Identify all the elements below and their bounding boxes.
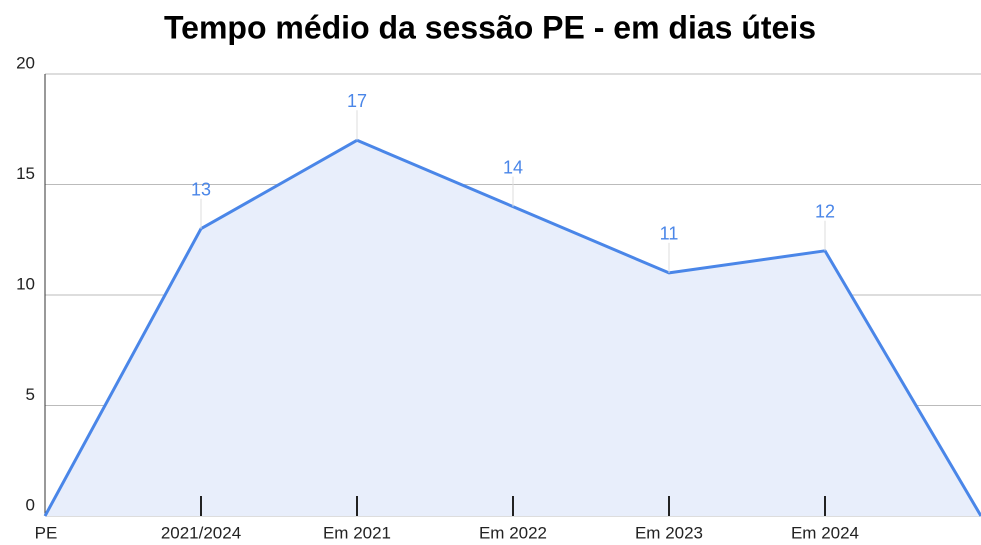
- x-tick-label: Em 2022: [479, 523, 547, 542]
- y-tick-label: 5: [26, 385, 35, 404]
- value-label: 12: [815, 202, 835, 222]
- area-fill: [45, 140, 981, 517]
- chart-title: Tempo médio da sessão PE - em dias úteis: [164, 9, 816, 45]
- y-tick-label: 0: [26, 495, 35, 514]
- x-tick-label: Em 2021: [323, 523, 391, 542]
- y-tick-label: 15: [16, 164, 35, 183]
- x-tick-label: 2021/2024: [161, 523, 241, 542]
- x-tick-label: Em 2023: [635, 523, 703, 542]
- value-label: 14: [503, 157, 523, 177]
- value-label: 13: [191, 179, 211, 199]
- y-tick-label: 20: [16, 53, 35, 72]
- x-tick-label: Em 2024: [791, 523, 859, 542]
- x-tick-label: PE: [35, 523, 58, 542]
- y-tick-label: 10: [16, 274, 35, 293]
- value-label: 17: [347, 91, 367, 111]
- value-label: 11: [660, 224, 679, 244]
